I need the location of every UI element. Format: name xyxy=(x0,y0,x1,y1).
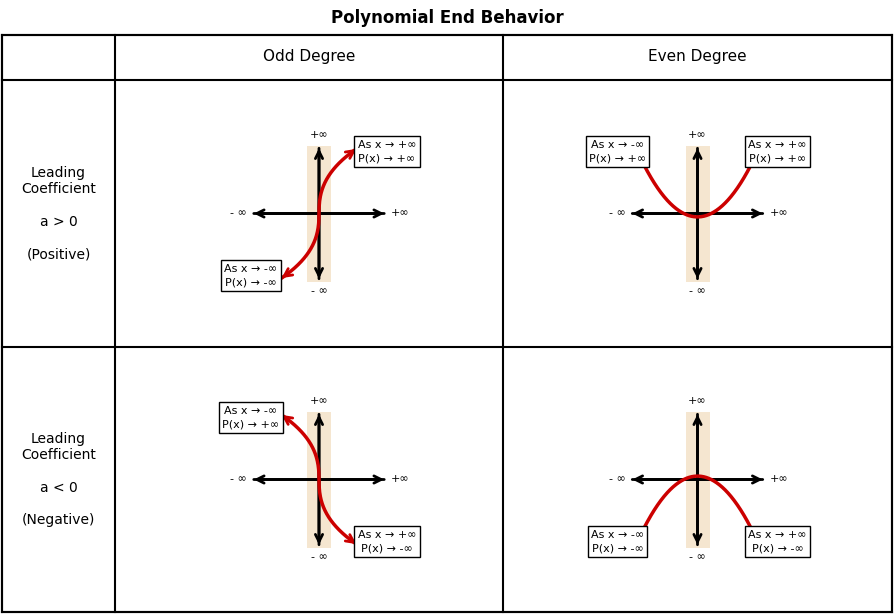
Text: As x → +∞
P(x) → -∞: As x → +∞ P(x) → -∞ xyxy=(358,529,417,553)
Text: Odd Degree: Odd Degree xyxy=(263,50,355,64)
Text: - ∞: - ∞ xyxy=(689,553,706,562)
Text: Leading
Coefficient

a < 0

(Negative): Leading Coefficient a < 0 (Negative) xyxy=(21,432,96,527)
Bar xyxy=(686,411,710,548)
Bar xyxy=(307,411,331,548)
Text: As x → -∞
P(x) → -∞: As x → -∞ P(x) → -∞ xyxy=(591,529,644,553)
Text: +∞: +∞ xyxy=(309,397,328,406)
Text: +∞: +∞ xyxy=(688,397,707,406)
Text: Polynomial End Behavior: Polynomial End Behavior xyxy=(331,9,563,27)
Text: As x → -∞
P(x) → +∞: As x → -∞ P(x) → +∞ xyxy=(589,139,646,163)
Text: +∞: +∞ xyxy=(391,209,409,219)
Text: Leading
Coefficient

a > 0

(Positive): Leading Coefficient a > 0 (Positive) xyxy=(21,166,96,261)
Text: +∞: +∞ xyxy=(688,131,707,141)
Text: +∞: +∞ xyxy=(770,475,789,484)
Text: As x → +∞
P(x) → +∞: As x → +∞ P(x) → +∞ xyxy=(748,139,806,163)
Text: - ∞: - ∞ xyxy=(609,209,626,219)
Text: As x → +∞
P(x) → -∞: As x → +∞ P(x) → -∞ xyxy=(748,529,806,553)
Text: As x → -∞
P(x) → +∞: As x → -∞ P(x) → +∞ xyxy=(223,405,280,430)
Bar xyxy=(686,146,710,281)
Text: +∞: +∞ xyxy=(391,475,409,484)
Text: +∞: +∞ xyxy=(770,209,789,219)
Text: +∞: +∞ xyxy=(309,131,328,141)
Text: - ∞: - ∞ xyxy=(310,553,327,562)
Text: - ∞: - ∞ xyxy=(689,287,706,297)
Text: As x → -∞
P(x) → -∞: As x → -∞ P(x) → -∞ xyxy=(224,263,277,287)
Bar xyxy=(307,146,331,281)
Text: - ∞: - ∞ xyxy=(609,475,626,484)
Text: - ∞: - ∞ xyxy=(231,209,247,219)
Text: - ∞: - ∞ xyxy=(310,287,327,297)
Text: As x → +∞
P(x) → +∞: As x → +∞ P(x) → +∞ xyxy=(358,139,417,163)
Text: - ∞: - ∞ xyxy=(231,475,247,484)
Text: Even Degree: Even Degree xyxy=(648,50,746,64)
